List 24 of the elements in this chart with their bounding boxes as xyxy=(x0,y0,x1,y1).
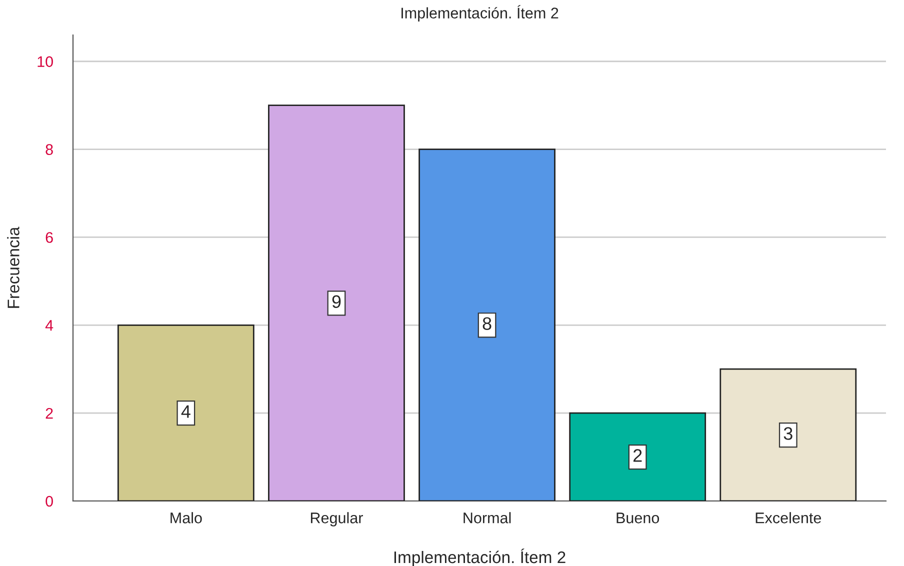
y-tick-label: 2 xyxy=(46,408,53,419)
x-axis-title: Implementación. Ítem 2 xyxy=(394,548,566,566)
y-tick-label: 8 xyxy=(46,144,53,155)
x-tick-label: Normal xyxy=(464,512,511,524)
y-tick-label: 10 xyxy=(38,56,53,68)
x-tick-label: Bueno xyxy=(616,512,660,524)
data-label: 2 xyxy=(633,449,642,462)
x-tick-label: Excelente xyxy=(756,512,822,524)
x-tick-label: Regular xyxy=(310,512,363,526)
data-label: 8 xyxy=(482,317,492,330)
bar xyxy=(569,412,706,501)
bar xyxy=(720,368,857,501)
y-axis-title: Frecuencia xyxy=(7,226,20,308)
bar xyxy=(268,104,405,501)
y-tick-label: 6 xyxy=(46,232,53,243)
data-label: 3 xyxy=(784,427,792,440)
bar xyxy=(117,324,254,501)
data-label: 9 xyxy=(332,295,341,308)
data-label: 4 xyxy=(181,405,190,418)
y-tick-label: 4 xyxy=(45,320,54,331)
chart-title: Implementación. Ítem 2 xyxy=(402,5,558,22)
x-tick-label: Malo xyxy=(170,512,202,524)
bar xyxy=(418,148,556,501)
y-tick-label: 0 xyxy=(46,496,53,507)
